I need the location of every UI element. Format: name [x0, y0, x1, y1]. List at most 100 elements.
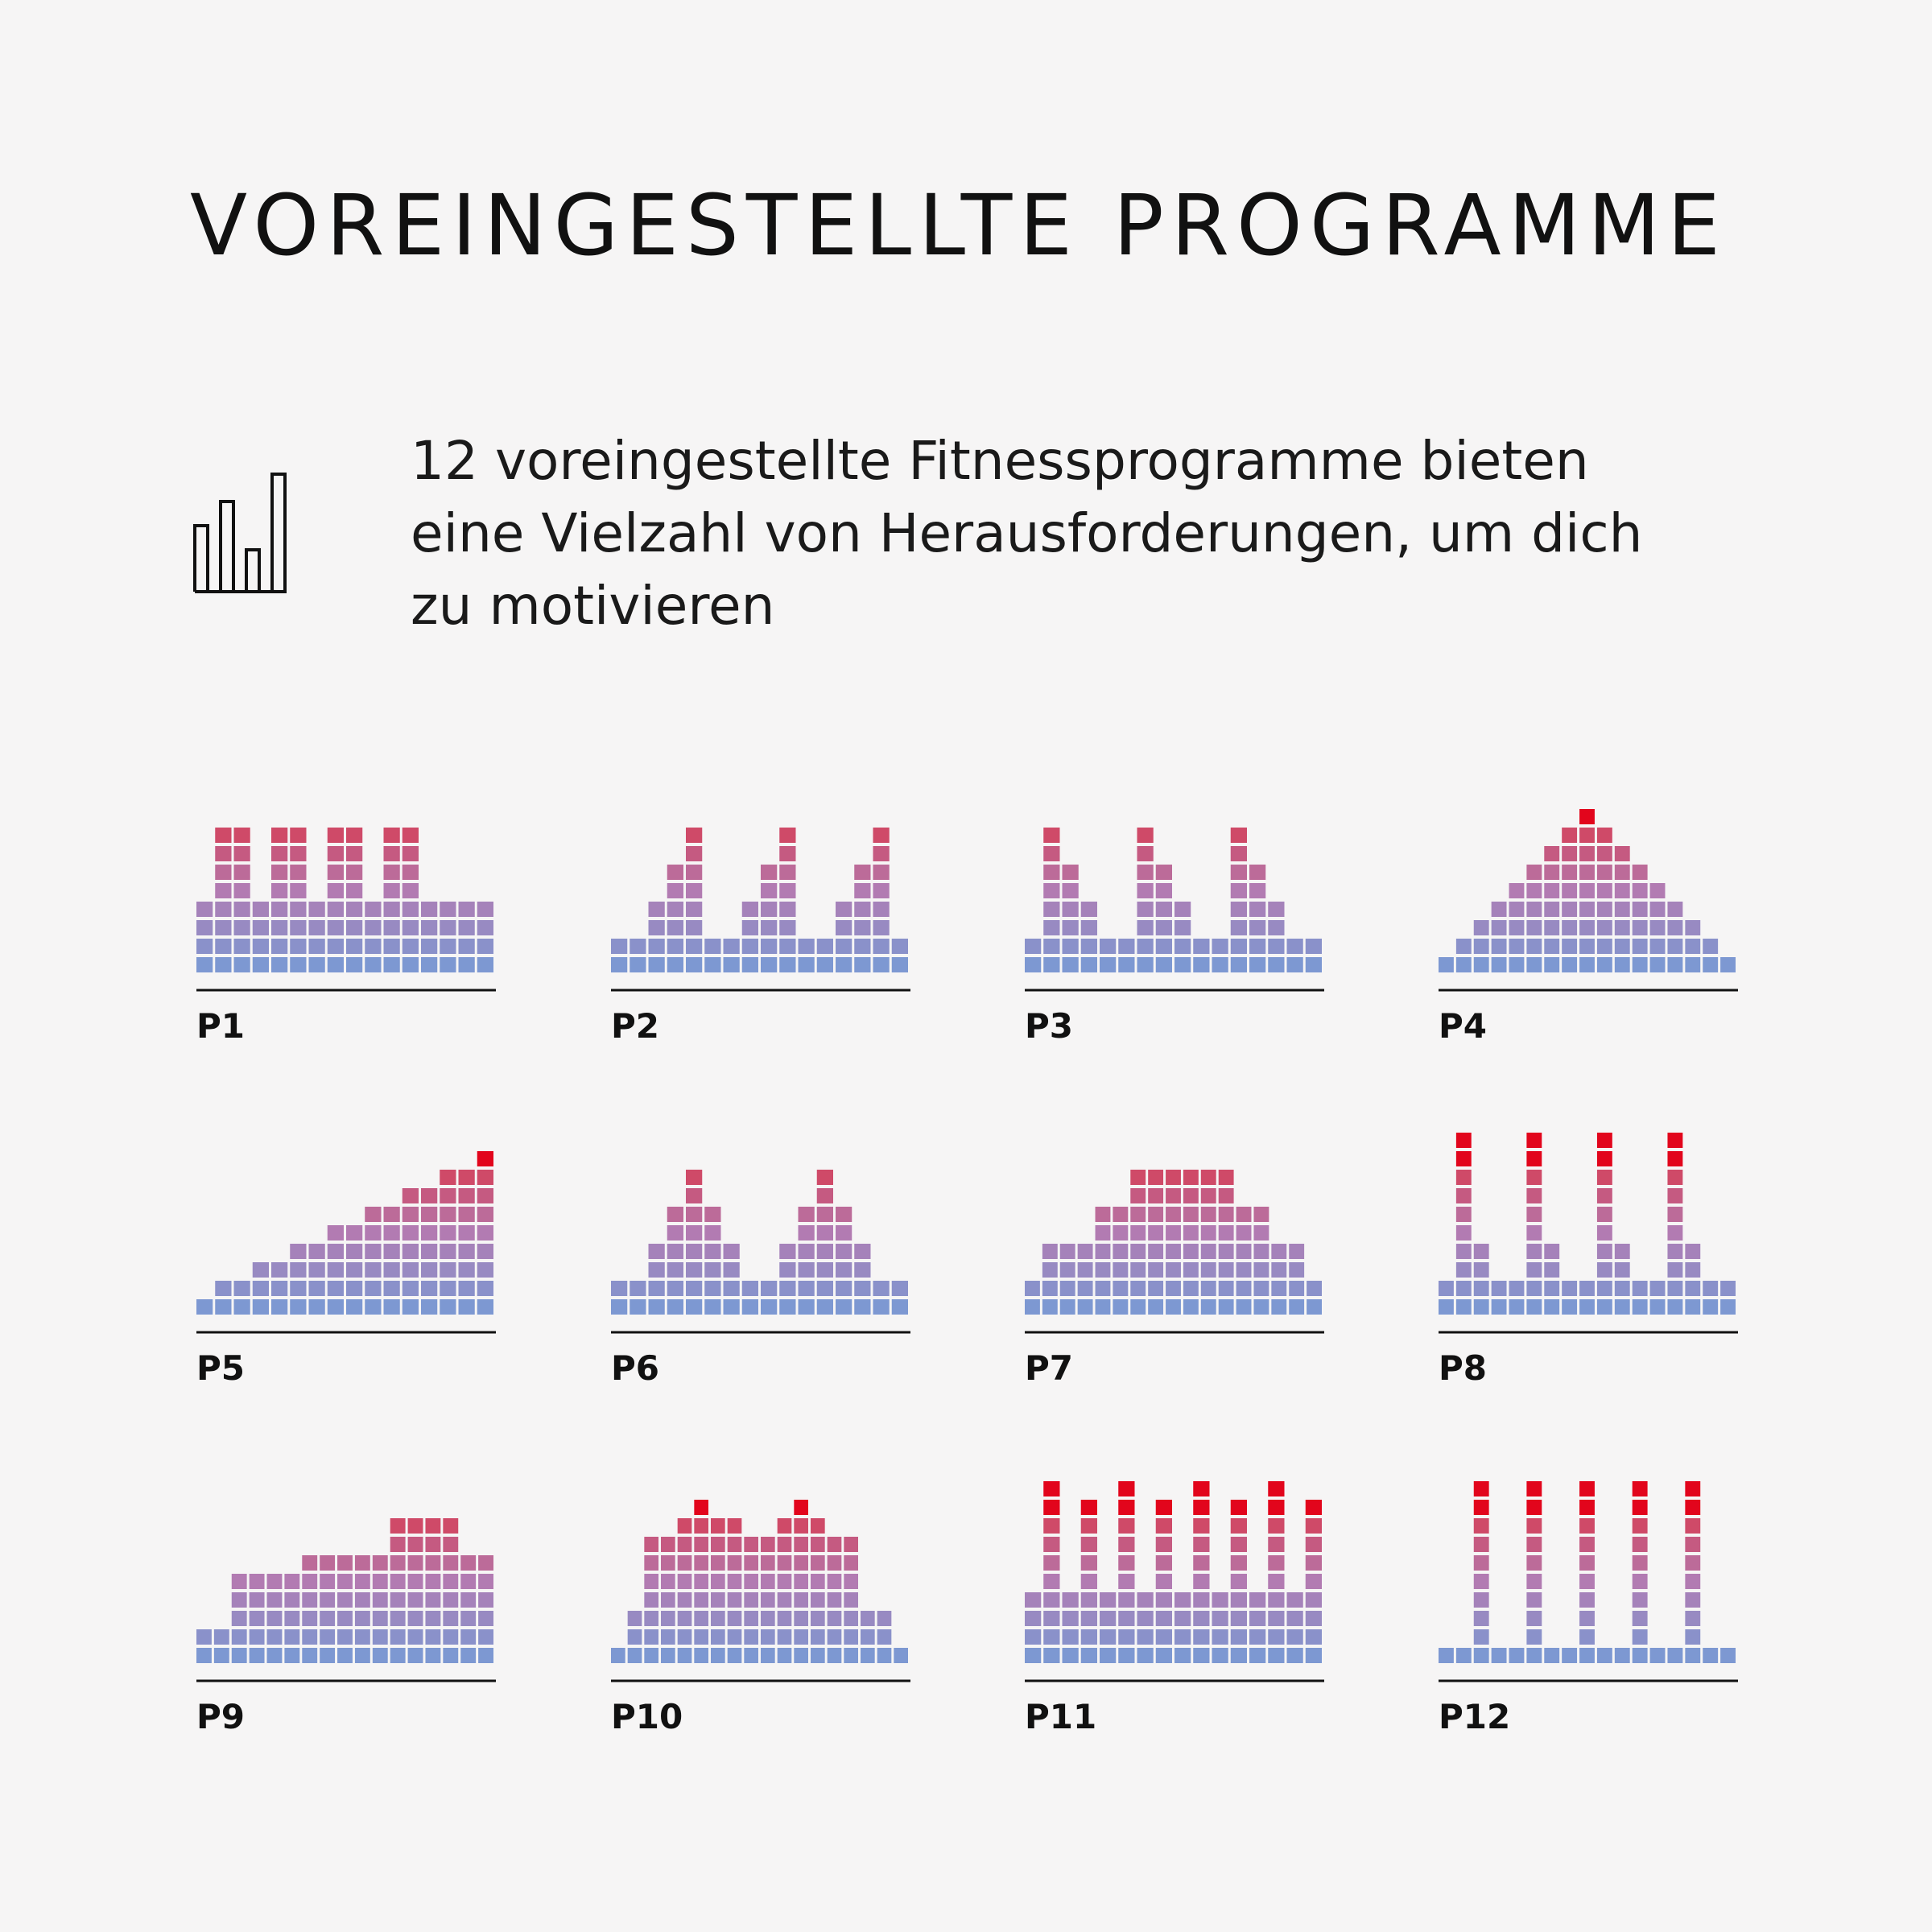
bar-block	[320, 1592, 336, 1608]
bar-block	[1579, 1555, 1595, 1571]
bar-block	[1042, 1244, 1058, 1259]
bar-block	[1218, 1225, 1234, 1241]
bar-block	[1632, 1518, 1648, 1534]
bar-block	[1596, 1170, 1612, 1185]
bar-block	[644, 1629, 658, 1645]
bar-chart-outline-icon	[193, 473, 287, 593]
bar-block	[407, 1555, 423, 1571]
bar-block	[873, 920, 890, 935]
bar-block	[1720, 957, 1736, 972]
bar	[798, 1207, 815, 1315]
bar-block	[1230, 1555, 1247, 1571]
bar-block	[402, 846, 419, 861]
bar-block	[677, 1611, 692, 1626]
bar-block	[1253, 1299, 1269, 1315]
bar-block	[266, 1574, 283, 1589]
bar-block	[854, 1299, 871, 1315]
bar-block	[1062, 865, 1079, 880]
bar-block	[196, 1648, 212, 1663]
bar-block	[794, 1574, 808, 1589]
bar-block	[1155, 920, 1172, 935]
bar-block	[644, 1555, 658, 1571]
bar-block	[383, 1225, 400, 1241]
bar-block	[440, 1281, 456, 1296]
bar-block	[320, 1629, 336, 1645]
bar-block	[421, 1262, 438, 1278]
bar	[1166, 1170, 1181, 1315]
bar-block	[816, 1188, 833, 1203]
bar-block	[1193, 939, 1210, 954]
bar	[1183, 1170, 1199, 1315]
bar-block	[1544, 883, 1560, 898]
bar-block	[458, 920, 475, 935]
bar-block	[1614, 920, 1630, 935]
bar-block	[1667, 1188, 1683, 1203]
bar-block	[290, 865, 307, 880]
bar-block	[402, 1188, 419, 1203]
bar-block	[1491, 1281, 1507, 1296]
bar-block	[365, 1225, 382, 1241]
bar-block	[1509, 1281, 1525, 1296]
bar-block	[383, 1244, 400, 1259]
bar-block	[320, 1648, 336, 1663]
bar-block	[458, 1299, 475, 1315]
bar-block	[346, 1225, 363, 1241]
bar-block	[1200, 1225, 1216, 1241]
bar	[1268, 1481, 1285, 1663]
bar-block	[1305, 939, 1322, 954]
bar-block	[1305, 1500, 1322, 1515]
bar-block	[1268, 939, 1285, 954]
bar-block	[1100, 1611, 1117, 1626]
bar-block	[215, 902, 232, 917]
intro-text: 12 voreingestellte Fitnessprogramme biet…	[411, 425, 1779, 642]
bar-block	[648, 957, 665, 972]
bar-block	[1596, 1648, 1612, 1663]
bar-block	[1137, 1592, 1154, 1608]
bar-block	[1305, 957, 1322, 972]
bar-block	[873, 957, 890, 972]
bar	[372, 1555, 388, 1663]
program-label: P10	[611, 1697, 683, 1736]
bar-block	[1043, 1592, 1060, 1608]
bar-block	[779, 1244, 796, 1259]
bar-block	[798, 1262, 815, 1278]
bar-block	[440, 1244, 456, 1259]
bar-block	[1455, 1648, 1472, 1663]
bar-block	[836, 957, 852, 972]
bar-block	[873, 883, 890, 898]
bar-block	[1596, 1151, 1612, 1166]
bar	[1509, 1648, 1525, 1663]
bar-block	[302, 1574, 318, 1589]
bar-block	[477, 1244, 493, 1259]
bar	[1148, 1170, 1164, 1315]
bar-block	[811, 1537, 825, 1552]
bar-block	[844, 1611, 858, 1626]
bar-block	[667, 920, 683, 935]
bar	[1025, 939, 1042, 972]
bar-block	[661, 1537, 675, 1552]
bar-block	[1562, 1281, 1578, 1296]
bar-block	[231, 1592, 247, 1608]
bar	[1544, 1648, 1560, 1663]
bar-block	[1455, 1244, 1472, 1259]
bar-block	[1579, 883, 1595, 898]
bar-block	[1137, 920, 1154, 935]
bar-block	[1148, 1170, 1164, 1185]
bar-block	[711, 1629, 725, 1645]
bar-block	[704, 1281, 721, 1296]
bar-block	[1095, 1207, 1111, 1222]
bar-block	[1596, 1299, 1612, 1315]
bar-block	[1230, 939, 1247, 954]
bar-block	[1059, 1244, 1075, 1259]
bar-block	[443, 1574, 459, 1589]
program-bars-p2	[611, 828, 910, 992]
bar-block	[761, 1555, 775, 1571]
bar-block	[1526, 1262, 1542, 1278]
bar-block	[761, 883, 778, 898]
bar-block	[1230, 1500, 1247, 1515]
bar-block	[677, 1574, 692, 1589]
bar-block	[372, 1648, 388, 1663]
bar-block	[1249, 939, 1266, 954]
bar-block	[354, 1648, 370, 1663]
program-bars-p5	[196, 1151, 496, 1334]
